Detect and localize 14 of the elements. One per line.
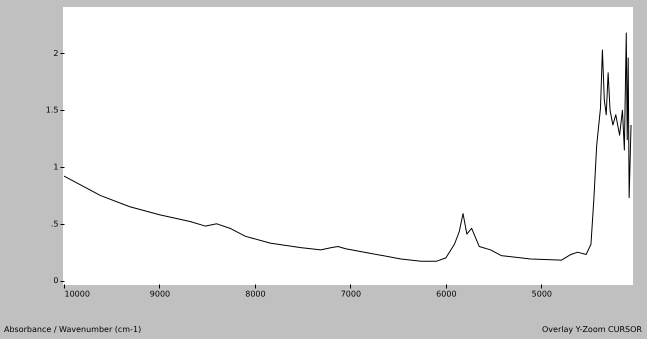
y-tick-label: 2 xyxy=(53,48,58,58)
x-tick-label: 7000 xyxy=(340,290,362,298)
x-tick-label: 5000 xyxy=(532,290,552,298)
x-tick-label: 8000 xyxy=(245,290,266,298)
y-tick-label: 1.5 xyxy=(46,106,58,115)
y-tick-label: .5 xyxy=(50,219,58,228)
line-series xyxy=(64,32,632,262)
x-tick-label: 6000 xyxy=(436,290,457,298)
text: Absorbance / Wavenumber (cm-1) xyxy=(4,325,142,334)
x-tick-label: 9000 xyxy=(150,290,170,298)
y-tick-label: 1 xyxy=(53,162,58,172)
text: Overlay Y-Zoom CURSOR xyxy=(542,325,642,334)
y-tick-label: 0 xyxy=(53,276,58,286)
x-tick-label: 10000 xyxy=(64,290,90,298)
